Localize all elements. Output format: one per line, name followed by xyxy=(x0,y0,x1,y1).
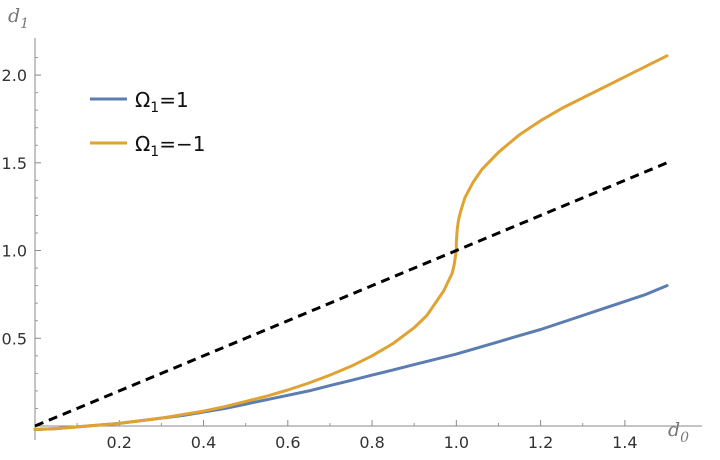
x-tick-label: 0.6 xyxy=(275,433,300,452)
y-axis-title: d1 xyxy=(8,5,29,32)
y-axis-title-base: d xyxy=(8,5,20,27)
x-tick-label: 0.4 xyxy=(191,433,216,452)
series-omega-plus-one-line xyxy=(33,284,669,431)
legend-label-omega-plus-one-rest: =1 xyxy=(159,88,188,112)
y-tick-label: 0.5 xyxy=(2,329,27,348)
legend-label-omega-minus-one: Ω1=−1 xyxy=(135,132,205,160)
x-tick-label: 0.8 xyxy=(359,433,384,452)
legend: Ω1=1 Ω1=−1 xyxy=(90,88,205,160)
series-identity-dashed-line xyxy=(34,161,668,428)
x-tick-label: 1.4 xyxy=(612,433,637,452)
x-axis: 0.2 0.4 0.6 0.8 1.0 1.2 1.4 d0 xyxy=(35,419,702,452)
x-axis-title: d0 xyxy=(668,419,689,446)
legend-label-omega-minus-one-sub: 1 xyxy=(150,144,159,160)
legend-label-omega-plus-one: Ω1=1 xyxy=(135,88,189,116)
x-tick-label: 1.2 xyxy=(528,433,553,452)
y-tick-label: 1.5 xyxy=(2,154,27,173)
series-group xyxy=(33,54,669,431)
legend-label-omega-minus-one-symbol: Ω xyxy=(135,132,150,156)
y-axis-title-sub: 1 xyxy=(20,16,29,32)
x-ticks: 0.2 0.4 0.6 0.8 1.0 1.2 1.4 xyxy=(76,420,638,452)
y-ticks: 0.5 1.0 1.5 2.0 xyxy=(2,57,41,409)
x-axis-title-sub: 0 xyxy=(680,430,689,446)
x-tick-label: 0.2 xyxy=(107,433,132,452)
y-axis: 0.5 1.0 1.5 2.0 d1 xyxy=(2,5,41,440)
y-tick-label: 2.0 xyxy=(2,66,27,85)
legend-label-omega-minus-one-rest: =−1 xyxy=(159,132,205,156)
x-tick-label: 1.0 xyxy=(444,433,469,452)
legend-label-omega-plus-one-symbol: Ω xyxy=(135,88,150,112)
legend-label-omega-plus-one-sub: 1 xyxy=(150,100,159,116)
y-tick-label: 1.0 xyxy=(2,242,27,261)
series-omega-minus-one-line xyxy=(33,54,669,431)
x-axis-title-base: d xyxy=(668,419,680,441)
